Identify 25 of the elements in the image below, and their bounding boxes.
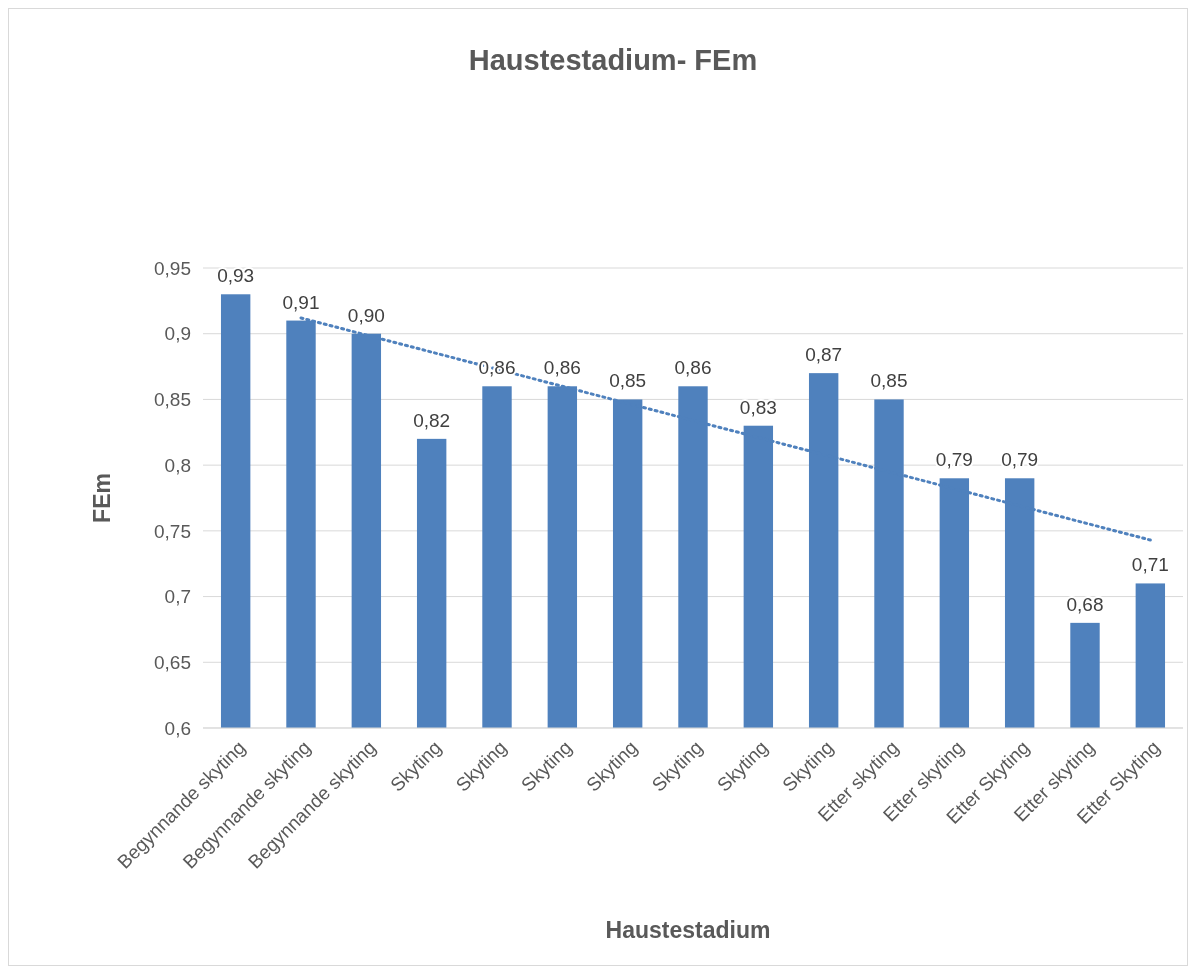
data-label: 0,87: [805, 344, 843, 366]
y-tick-label: 0,8: [164, 454, 191, 476]
data-label: 0,86: [674, 357, 712, 379]
data-label: 0,82: [413, 409, 451, 431]
y-tick-label: 0,85: [154, 389, 191, 411]
data-label: 0,85: [870, 370, 908, 392]
data-label: 0,85: [609, 370, 647, 392]
data-label: 0,71: [1131, 554, 1169, 576]
y-tick-label: 0,95: [154, 257, 191, 279]
data-label: 0,68: [1066, 593, 1104, 615]
x-axis-title: Haustestadium: [605, 917, 771, 943]
y-tick-label: 0,6: [164, 717, 191, 739]
chart-title: Haustestadium- FEm: [468, 44, 758, 76]
y-tick-label: 0,7: [164, 586, 191, 608]
data-label: 0,79: [935, 449, 973, 471]
data-label: 0,86: [543, 357, 581, 379]
y-tick-label: 0,75: [154, 520, 191, 542]
data-label: 0,79: [1001, 449, 1039, 471]
y-tick-label: 0,9: [164, 323, 191, 345]
data-label: 0,91: [282, 291, 320, 313]
data-label: 0,90: [347, 304, 385, 326]
data-label: 0,83: [739, 396, 777, 418]
y-axis-title: FEm: [89, 473, 115, 523]
data-label: 0,93: [217, 265, 255, 287]
y-tick-label: 0,65: [154, 651, 191, 673]
